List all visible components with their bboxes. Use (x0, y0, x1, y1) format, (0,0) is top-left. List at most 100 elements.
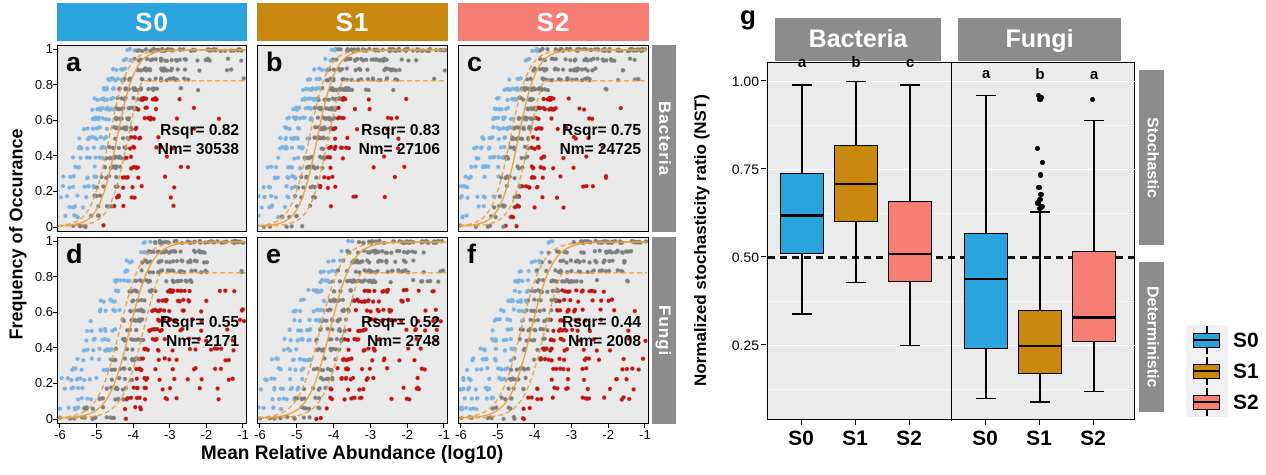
median-line-bacteria-s1 (834, 182, 878, 185)
x-tick-label: -6 (54, 427, 66, 442)
g-y-tick-mark (761, 256, 766, 258)
panel-stats-f: Rsqr= 0.44 Nm= 2008 (462, 313, 641, 351)
x-tick-mark (460, 424, 462, 428)
x-tick-label: -6 (254, 427, 266, 442)
scatter-panel-b (257, 45, 448, 232)
panel-rsqr-b: Rsqr= 0.83 (361, 122, 440, 139)
panel-nm-c: Nm= 24725 (559, 141, 641, 158)
facet-column-header-s1: S1 (257, 3, 448, 41)
x-tick-mark (406, 424, 408, 428)
whisker-cap-bacteria-s1 (846, 80, 866, 83)
x-tick-label: -1 (639, 427, 651, 442)
g-x-label-bacteria-s0: S0 (788, 427, 814, 450)
facet-row-strip-fungi: Fungi (652, 237, 676, 424)
legend-label-s2: S2 (1233, 391, 1259, 414)
y-tick-mark (53, 155, 57, 157)
facet-column-header-s0: S0 (57, 3, 247, 41)
whisker-cap-bacteria-s2 (900, 344, 920, 347)
boxplot-box-bacteria-s2 (888, 201, 932, 283)
g-x-tick-mark (984, 420, 986, 425)
panel-stats-d: Rsqr= 0.55 Nm= 2171 (61, 313, 239, 351)
panel-rsqr-c: Rsqr= 0.75 (562, 122, 641, 139)
x-tick-label: -5 (290, 427, 303, 442)
boxplot-box-bacteria-s0 (780, 173, 824, 255)
g-y-tick-mark (761, 344, 766, 346)
g-x-label-bacteria-s1: S1 (842, 427, 868, 450)
x-tick-mark (443, 424, 445, 428)
x-tick-mark (96, 424, 98, 428)
legend (1186, 325, 1228, 417)
facet-row-strip-bacteria: Bacteria (652, 45, 676, 232)
g-y-tick-label: 0.50 (731, 248, 759, 265)
x-tick-mark (497, 424, 499, 428)
outlier-point-fungi-s1 (1038, 191, 1044, 198)
x-tick-label: -1 (438, 427, 450, 442)
median-line-fungi-s2 (1072, 316, 1116, 319)
panel-letter-b: b (266, 47, 283, 77)
whisker-cap-fungi-s1 (1030, 211, 1050, 213)
x-tick-mark (644, 424, 646, 428)
y-tick-mark (53, 418, 57, 420)
panel-rsqr-f: Rsqr= 0.44 (562, 314, 641, 331)
x-tick-label: -3 (163, 427, 176, 442)
panel-stats-a: Rsqr= 0.82 Nm= 30538 (61, 121, 239, 159)
g-y-tick-label: 0.25 (731, 336, 759, 353)
y-tick-mark (53, 84, 57, 86)
scatter-panel-a (57, 45, 247, 232)
x-tick-label: -4 (127, 427, 139, 442)
outlier-point-fungi-s1 (1037, 205, 1043, 212)
legend-label-s0: S0 (1233, 329, 1259, 352)
outlier-point-fungi-s1 (1037, 196, 1043, 203)
x-tick-label: -5 (90, 427, 103, 442)
y-tick-mark (53, 190, 57, 192)
scatter-panel-d (57, 237, 247, 424)
panel-nm-b: Nm= 27106 (358, 141, 440, 158)
g-x-tick-mark (908, 420, 910, 425)
g-x-tick-mark (854, 420, 856, 425)
x-tick-mark (59, 424, 61, 428)
y-tick-label: 0.4 (34, 147, 53, 163)
x-tick-mark (369, 424, 371, 428)
g-y-tick-mark (761, 80, 766, 82)
g-x-tick-mark (1038, 420, 1040, 425)
x-tick-label: -1 (237, 427, 249, 442)
y-tick-mark (53, 311, 57, 313)
y-tick-label: 1 (45, 41, 53, 56)
panel-letter-c: c (467, 47, 483, 77)
y-tick-label: 1 (45, 233, 53, 248)
x-tick-mark (296, 424, 298, 428)
x-tick-label: -2 (200, 427, 213, 442)
legend-key-median-s0 (1193, 339, 1220, 341)
median-line-fungi-s0 (964, 277, 1008, 280)
boxplot-box-fungi-s1 (1018, 310, 1062, 374)
panel-g-letter: g (740, 0, 756, 30)
whisker-cap-bacteria-s2 (900, 84, 920, 86)
g-x-label-fungi-s2: S2 (1080, 427, 1106, 450)
panel-rsqr-d: Rsqr= 0.55 (160, 314, 239, 331)
median-line-fungi-s1 (1018, 344, 1062, 347)
g-x-label-fungi-s1: S1 (1026, 427, 1052, 450)
scatter-panel-c (458, 45, 649, 232)
y-tick-mark (53, 347, 57, 349)
sig-letter-bacteria-s2: c (905, 54, 915, 72)
y-tick-mark (53, 240, 57, 242)
legend-key-median-s2 (1193, 401, 1220, 403)
y-tick-label: 0.6 (34, 304, 53, 320)
legend-label-s1: S1 (1233, 360, 1259, 383)
outlier-point-fungi-s1 (1036, 184, 1042, 190)
whisker-cap-fungi-s2 (1084, 390, 1104, 393)
outlier-point-fungi-s1 (1039, 159, 1046, 166)
sig-letter-fungi-s1: b (1035, 66, 1045, 84)
x-tick-mark (333, 424, 335, 428)
panel-stats-e: Rsqr= 0.52 Nm= 2748 (261, 313, 440, 351)
g-y-tick-mark (761, 168, 766, 170)
x-tick-label: -4 (528, 427, 541, 442)
whisker-cap-fungi-s0 (976, 94, 996, 97)
panel-letter-a: a (66, 47, 82, 77)
g-x-tick-mark (800, 420, 802, 425)
y-tick-mark (53, 382, 57, 384)
facet-divider (951, 63, 953, 421)
whisker-cap-bacteria-s0 (792, 313, 812, 315)
